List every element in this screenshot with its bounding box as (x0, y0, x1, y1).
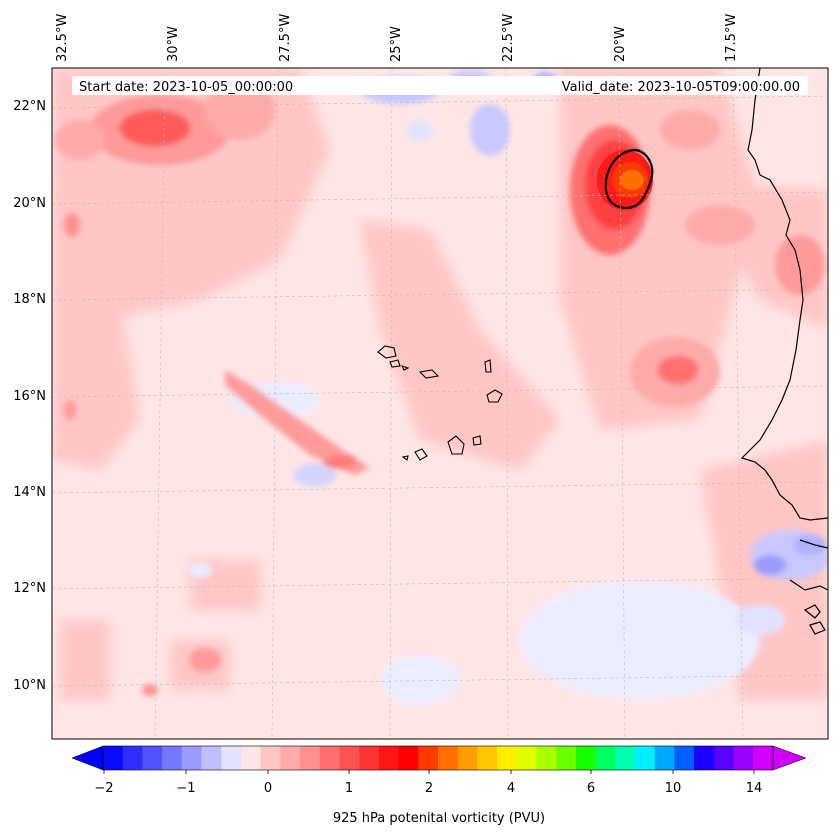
colorbar-segment (221, 746, 242, 770)
lon-label: 20°W (613, 26, 628, 62)
colorbar-tick-label: 14 (746, 781, 763, 796)
colorbar-tick-label: 6 (587, 781, 595, 796)
colorbar-segments (103, 746, 774, 770)
colorbar-segment (713, 746, 735, 770)
lat-label: 18°N (13, 292, 46, 307)
coastline (740, 68, 828, 635)
colorbar-tick-label: 10 (665, 781, 682, 796)
map-frame (51, 67, 829, 740)
lon-label: 27.5°W (278, 14, 293, 62)
lat-label: 16°N (13, 389, 46, 404)
vortex-core (597, 148, 654, 210)
colorbar-segment (339, 746, 360, 770)
colorbar-segment (497, 746, 518, 770)
colorbar-tick-label: 4 (507, 781, 515, 796)
start-date-label: Start date: 2023-10-05_00:00:00 (79, 80, 293, 95)
colorbar-segment (516, 746, 538, 770)
lat-label: 14°N (13, 485, 46, 500)
header-box (72, 76, 808, 95)
colorbar-segment (201, 746, 222, 770)
colorbar-title: 925 hPa potenital vorticity (PVU) (333, 811, 545, 826)
valid-date-label: Valid_date: 2023-10-05T09:00:00.00 (562, 80, 800, 95)
colorbar-segment (319, 746, 340, 770)
colorbar-segment (103, 746, 124, 770)
graticule (52, 68, 828, 739)
colorbar-tick-labels: −2 −1 0 1 2 4 6 10 14 (94, 781, 762, 796)
lat-label: 10°N (13, 678, 46, 693)
longitude-labels: 32.5°W 30°W 27.5°W 25°W 22.5°W 20°W 17.5… (55, 14, 739, 62)
colorbar-segment (457, 746, 478, 770)
colorbar-tick-label: 2 (425, 781, 433, 796)
lat-label: 12°N (13, 581, 46, 596)
colorbar-segment (162, 746, 183, 770)
colorbar-segment (674, 746, 695, 770)
map-panel (52, 68, 828, 739)
colorbar-segment (595, 746, 616, 770)
lon-label: 25°W (389, 26, 404, 62)
lat-label: 22°N (13, 99, 46, 114)
colorbar-segment (733, 746, 754, 770)
colorbar-segment (240, 746, 262, 770)
lon-label: 30°W (166, 26, 181, 62)
colorbar-frame (102, 745, 774, 771)
colorbar-segment (378, 746, 400, 770)
colorbar-segment (260, 746, 281, 770)
lon-label: 32.5°W (55, 14, 70, 62)
colorbar-tick-label: 0 (264, 781, 272, 796)
colorbar-ticks (103, 770, 755, 774)
colorbar-segment (575, 746, 597, 770)
colorbar-segment (477, 746, 498, 770)
colorbar-segment (556, 746, 577, 770)
colorbar-segment (300, 746, 321, 770)
colorbar-segment (635, 746, 656, 770)
colorbar-segment (181, 746, 203, 770)
colorbar-segment (694, 746, 715, 770)
colorbar-segment (654, 746, 675, 770)
colorbar-extend-max (772, 745, 807, 771)
cape-verde-islands (377, 345, 503, 461)
lon-label: 22.5°W (501, 14, 516, 62)
colorbar-segment (398, 746, 419, 770)
colorbar-tick-label: −1 (176, 781, 195, 796)
colorbar-segment (438, 746, 459, 770)
colorbar-segment (536, 746, 557, 770)
latitude-labels: 22°N 20°N 18°N 16°N 14°N 12°N 10°N (13, 99, 46, 693)
colorbar-extend-min (71, 745, 104, 771)
colorbar-tick-label: 1 (345, 781, 353, 796)
colorbar-segment (418, 746, 439, 770)
colorbar-segment (142, 746, 163, 770)
lon-label: 17.5°W (724, 14, 739, 62)
colorbar-segment (753, 746, 774, 770)
lat-label: 20°N (13, 196, 46, 211)
colorbar-segment (615, 746, 636, 770)
colorbar: −2 −1 0 1 2 4 6 10 14 925 hPa potenital … (71, 745, 807, 826)
colorbar-segment (359, 746, 380, 770)
colorbar-segment (280, 746, 301, 770)
colorbar-tick-label: −2 (94, 781, 113, 796)
colorbar-segment (122, 746, 143, 770)
